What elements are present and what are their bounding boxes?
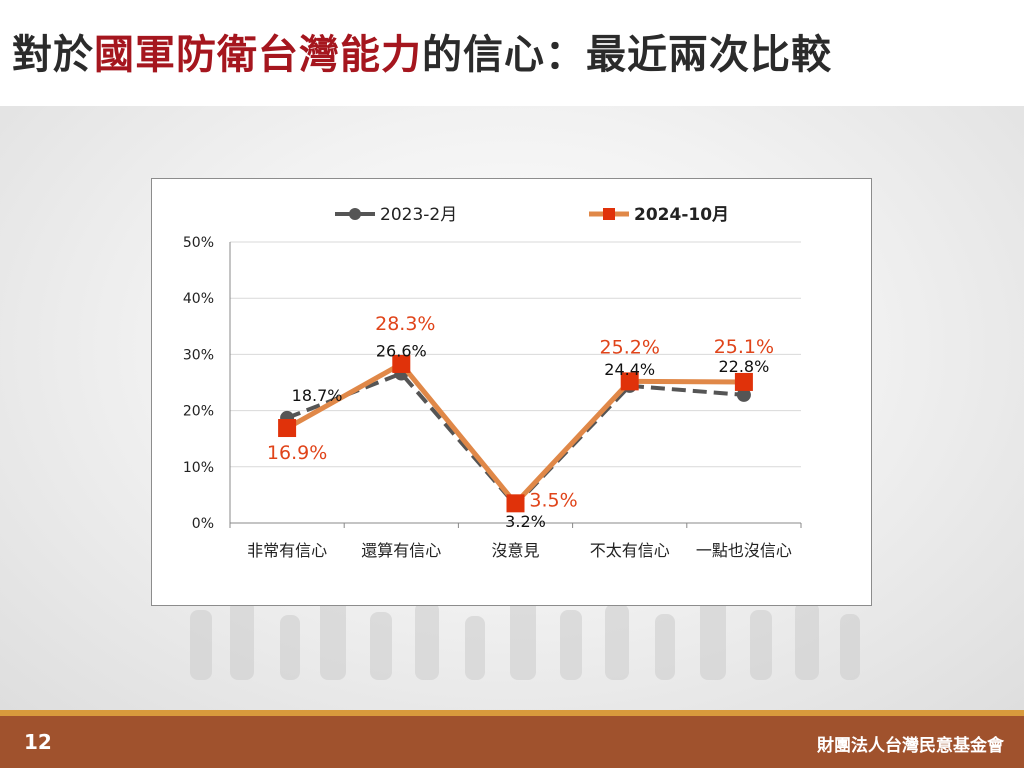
legend-layer: 2023-2月 2024-10月 xyxy=(335,205,729,225)
x-tick-label: 還算有信心 xyxy=(361,541,441,560)
data-label-2024: 28.3% xyxy=(375,313,435,335)
series-point-2024 xyxy=(392,354,411,373)
organization-name: 財團法人台灣民意基金會 xyxy=(817,736,1004,756)
series-layer xyxy=(278,354,753,513)
x-tick-label: 沒意見 xyxy=(491,541,539,560)
series-point-2024 xyxy=(620,372,639,391)
data-label-2024: 25.1% xyxy=(714,336,774,358)
legend-label-2024: 2024-10月 xyxy=(634,205,729,225)
data-label-2023: 24.4% xyxy=(604,360,655,379)
x-tick-label: 非常有信心 xyxy=(247,541,327,560)
data-label-2024: 25.2% xyxy=(600,336,660,358)
y-tick-label: 30% xyxy=(183,347,214,363)
page-title: 對於國軍防衛台灣能力的信心：最近兩次比較 xyxy=(12,22,832,80)
label-layer: 18.7% 26.6% 3.2% 24.4% 22.8% 16.9% 28.3% 3.5% 25… xyxy=(267,313,774,531)
series-line-2024 xyxy=(285,361,744,506)
series-point-2024 xyxy=(278,419,297,438)
data-label-2024: 3.5% xyxy=(529,489,577,511)
data-label-2023: 3.2% xyxy=(505,512,546,531)
page-number: 12 xyxy=(24,730,52,754)
title-bar: 對於國軍防衛台灣能力的信心：最近兩次比較 xyxy=(0,0,1024,106)
footer-accent-line xyxy=(0,710,1024,716)
y-tick-label: 40% xyxy=(183,291,214,307)
series-point-2024 xyxy=(506,494,525,513)
y-tick-label: 0% xyxy=(192,516,214,532)
chart-panel: 0% 10% 20% 30% 40% 50% 非常有信心 還算有信心 沒意見 不太有信心 一點也沒信… xyxy=(151,178,872,606)
footer-bar: 12 財團法人台灣民意基金會 xyxy=(0,716,1024,768)
series-point-2023 xyxy=(736,387,751,402)
legend-marker-2023 xyxy=(349,208,361,220)
data-label-2023: 18.7% xyxy=(292,386,343,405)
legend-marker-2024 xyxy=(603,208,615,220)
series-point-2024 xyxy=(734,372,753,391)
crowd-silhouette-decoration xyxy=(190,596,860,680)
title-prefix: 對於 xyxy=(12,32,94,78)
x-tick-label: 一點也沒信心 xyxy=(696,541,792,560)
data-label-2023: 26.6% xyxy=(376,342,427,361)
title-accent: 國軍防衛台灣能力 xyxy=(94,32,422,78)
y-tick-label: 50% xyxy=(183,235,214,251)
data-label-2024: 16.9% xyxy=(267,442,327,464)
y-tick-label: 20% xyxy=(183,404,214,420)
legend-label-2023: 2023-2月 xyxy=(380,205,457,225)
x-tick-label: 不太有信心 xyxy=(590,541,670,560)
line-chart: 0% 10% 20% 30% 40% 50% 非常有信心 還算有信心 沒意見 不太有信心 一點也沒信… xyxy=(183,205,802,560)
title-suffix: 的信心：最近兩次比較 xyxy=(422,32,832,78)
grid-layer xyxy=(230,241,801,468)
axis-layer: 0% 10% 20% 30% 40% 50% 非常有信心 還算有信心 沒意見 不太有信心 一點也沒信… xyxy=(183,235,802,560)
series-line-2023 xyxy=(286,371,745,508)
y-tick-label: 10% xyxy=(183,460,214,476)
data-label-2023: 22.8% xyxy=(718,357,769,376)
